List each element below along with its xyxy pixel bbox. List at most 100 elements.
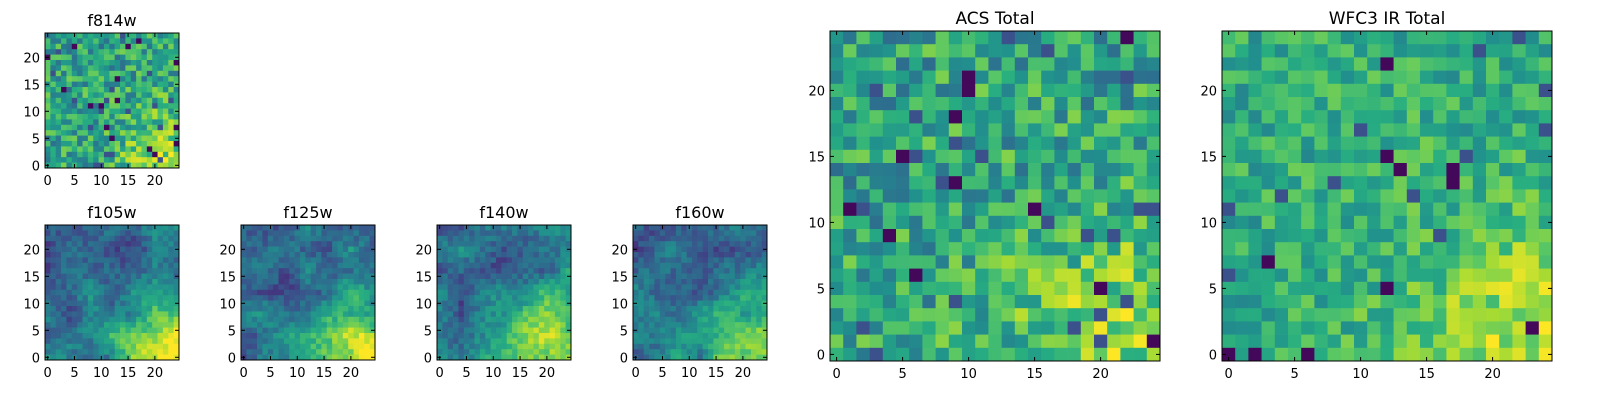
heatmap-cell <box>1499 176 1513 190</box>
heatmap-cell <box>141 311 148 318</box>
heatmap-cell <box>517 230 524 237</box>
heatmap-cell <box>1146 255 1161 269</box>
heatmap-cell <box>665 230 671 237</box>
heatmap-cell <box>447 230 454 237</box>
heatmap-cell <box>77 349 83 355</box>
heatmap-cell <box>114 230 121 237</box>
heatmap-cell <box>643 349 650 355</box>
heatmap-cell <box>45 38 51 45</box>
heatmap-cell <box>77 60 83 66</box>
heatmap-cell <box>299 343 306 350</box>
heatmap-cell <box>506 284 513 291</box>
y-tick-label: 5 <box>817 282 825 297</box>
heatmap-cell <box>241 311 247 318</box>
heatmap-cell <box>55 295 62 301</box>
heatmap-cell <box>830 97 844 111</box>
heatmap-cell <box>55 306 62 312</box>
heatmap-cell <box>670 262 677 269</box>
heatmap-cell <box>1406 229 1421 243</box>
heatmap-cell <box>442 354 449 361</box>
heatmap-cell <box>152 273 158 280</box>
heatmap-cell <box>549 279 556 285</box>
heatmap-cell <box>109 333 116 339</box>
heatmap-cell <box>61 338 67 345</box>
heatmap-cell <box>87 333 94 339</box>
heatmap-cell <box>495 316 502 323</box>
heatmap-cell <box>948 123 963 137</box>
heatmap-cell <box>103 311 110 318</box>
heatmap-cell <box>103 43 110 50</box>
heatmap-cell <box>1261 136 1276 151</box>
heatmap-cell <box>485 246 491 253</box>
heatmap-cell <box>1486 110 1500 124</box>
heatmap-cell <box>638 306 645 312</box>
heatmap-cell <box>152 279 158 285</box>
heatmap-cell <box>109 316 116 323</box>
y-tick-label: 10 <box>23 105 40 120</box>
heatmap-cell <box>1107 281 1121 296</box>
heatmap-cell <box>734 268 741 274</box>
heatmap-cell <box>77 289 83 296</box>
heatmap-cell <box>71 257 78 264</box>
heatmap-cell <box>1001 70 1016 85</box>
heatmap-cell <box>1094 31 1108 45</box>
heatmap-cell <box>697 300 704 307</box>
heatmap-cell <box>638 311 645 318</box>
heatmap-cell <box>718 230 725 237</box>
heatmap-cell <box>61 300 67 307</box>
heatmap-cell <box>283 241 290 247</box>
heatmap-cell <box>533 327 540 334</box>
heatmap-cell <box>114 349 121 355</box>
heatmap-cell <box>1472 163 1487 177</box>
heatmap-cell <box>745 257 752 264</box>
heatmap-cell <box>458 284 465 291</box>
heatmap-cell <box>141 306 148 312</box>
heatmap-cell <box>369 268 376 274</box>
heatmap-cell <box>251 311 258 318</box>
heatmap-cell <box>560 252 566 258</box>
heatmap-cell <box>734 257 741 264</box>
heatmap-cell <box>453 235 459 242</box>
heatmap-cell <box>1367 149 1381 164</box>
heatmap-cell <box>93 268 99 274</box>
heatmap-cell <box>114 70 121 77</box>
heatmap-cell <box>1380 215 1394 230</box>
heatmap-cell <box>649 273 655 280</box>
heatmap-cell <box>45 306 51 312</box>
heatmap-cell <box>1393 136 1408 151</box>
heatmap-cell <box>152 333 158 339</box>
heatmap-cell <box>55 284 62 291</box>
heatmap-cell <box>342 284 349 291</box>
heatmap-cell <box>1028 110 1042 124</box>
heatmap-cell <box>1446 202 1460 217</box>
heatmap-cell <box>1538 334 1553 349</box>
heatmap-cell <box>173 103 180 109</box>
heatmap-cell <box>1120 229 1134 243</box>
heatmap-cell <box>168 327 174 334</box>
heatmap-cell <box>289 333 295 339</box>
heatmap-cell <box>1314 215 1328 230</box>
heatmap-cell <box>761 343 768 350</box>
heatmap-cell <box>549 284 556 291</box>
heatmap-cell <box>533 225 540 231</box>
heatmap-cell <box>168 103 174 109</box>
heatmap-cell <box>358 230 365 237</box>
heatmap-cell <box>130 268 137 274</box>
heatmap-cell <box>447 306 454 312</box>
heatmap-cell <box>948 97 963 111</box>
heatmap-cell <box>257 273 263 280</box>
heatmap-cell <box>469 235 475 242</box>
heatmap-cell <box>713 338 720 345</box>
heatmap-cell <box>136 257 142 264</box>
heatmap-cell <box>948 202 963 217</box>
heatmap-cell <box>130 33 137 39</box>
heatmap-cell <box>273 252 279 258</box>
heatmap-cell <box>1393 70 1408 85</box>
heatmap-cell <box>528 343 534 350</box>
heatmap-cell <box>262 354 269 361</box>
heatmap-cell <box>1067 255 1082 269</box>
axes-frame <box>240 224 376 361</box>
heatmap-cell <box>1499 255 1513 269</box>
heatmap-cell <box>114 103 121 109</box>
